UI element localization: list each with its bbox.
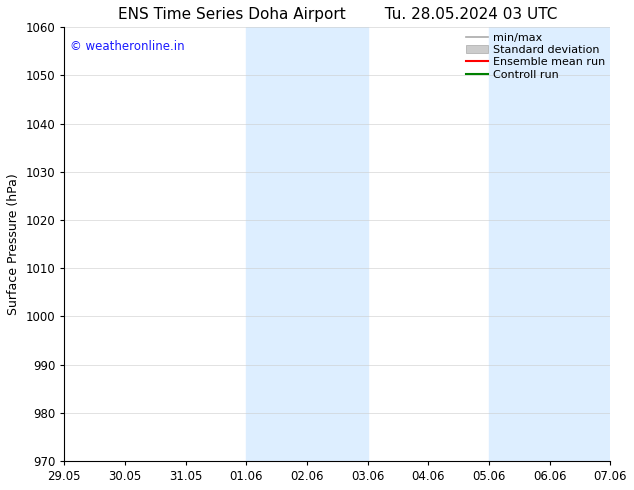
Text: © weatheronline.in: © weatheronline.in bbox=[70, 40, 184, 53]
Title: ENS Time Series Doha Airport        Tu. 28.05.2024 03 UTC: ENS Time Series Doha Airport Tu. 28.05.2… bbox=[117, 7, 557, 22]
Bar bbox=[246, 27, 368, 461]
Bar bbox=[489, 27, 611, 461]
Legend: min/max, Standard deviation, Ensemble mean run, Controll run: min/max, Standard deviation, Ensemble me… bbox=[463, 30, 607, 82]
Y-axis label: Surface Pressure (hPa): Surface Pressure (hPa) bbox=[7, 173, 20, 315]
